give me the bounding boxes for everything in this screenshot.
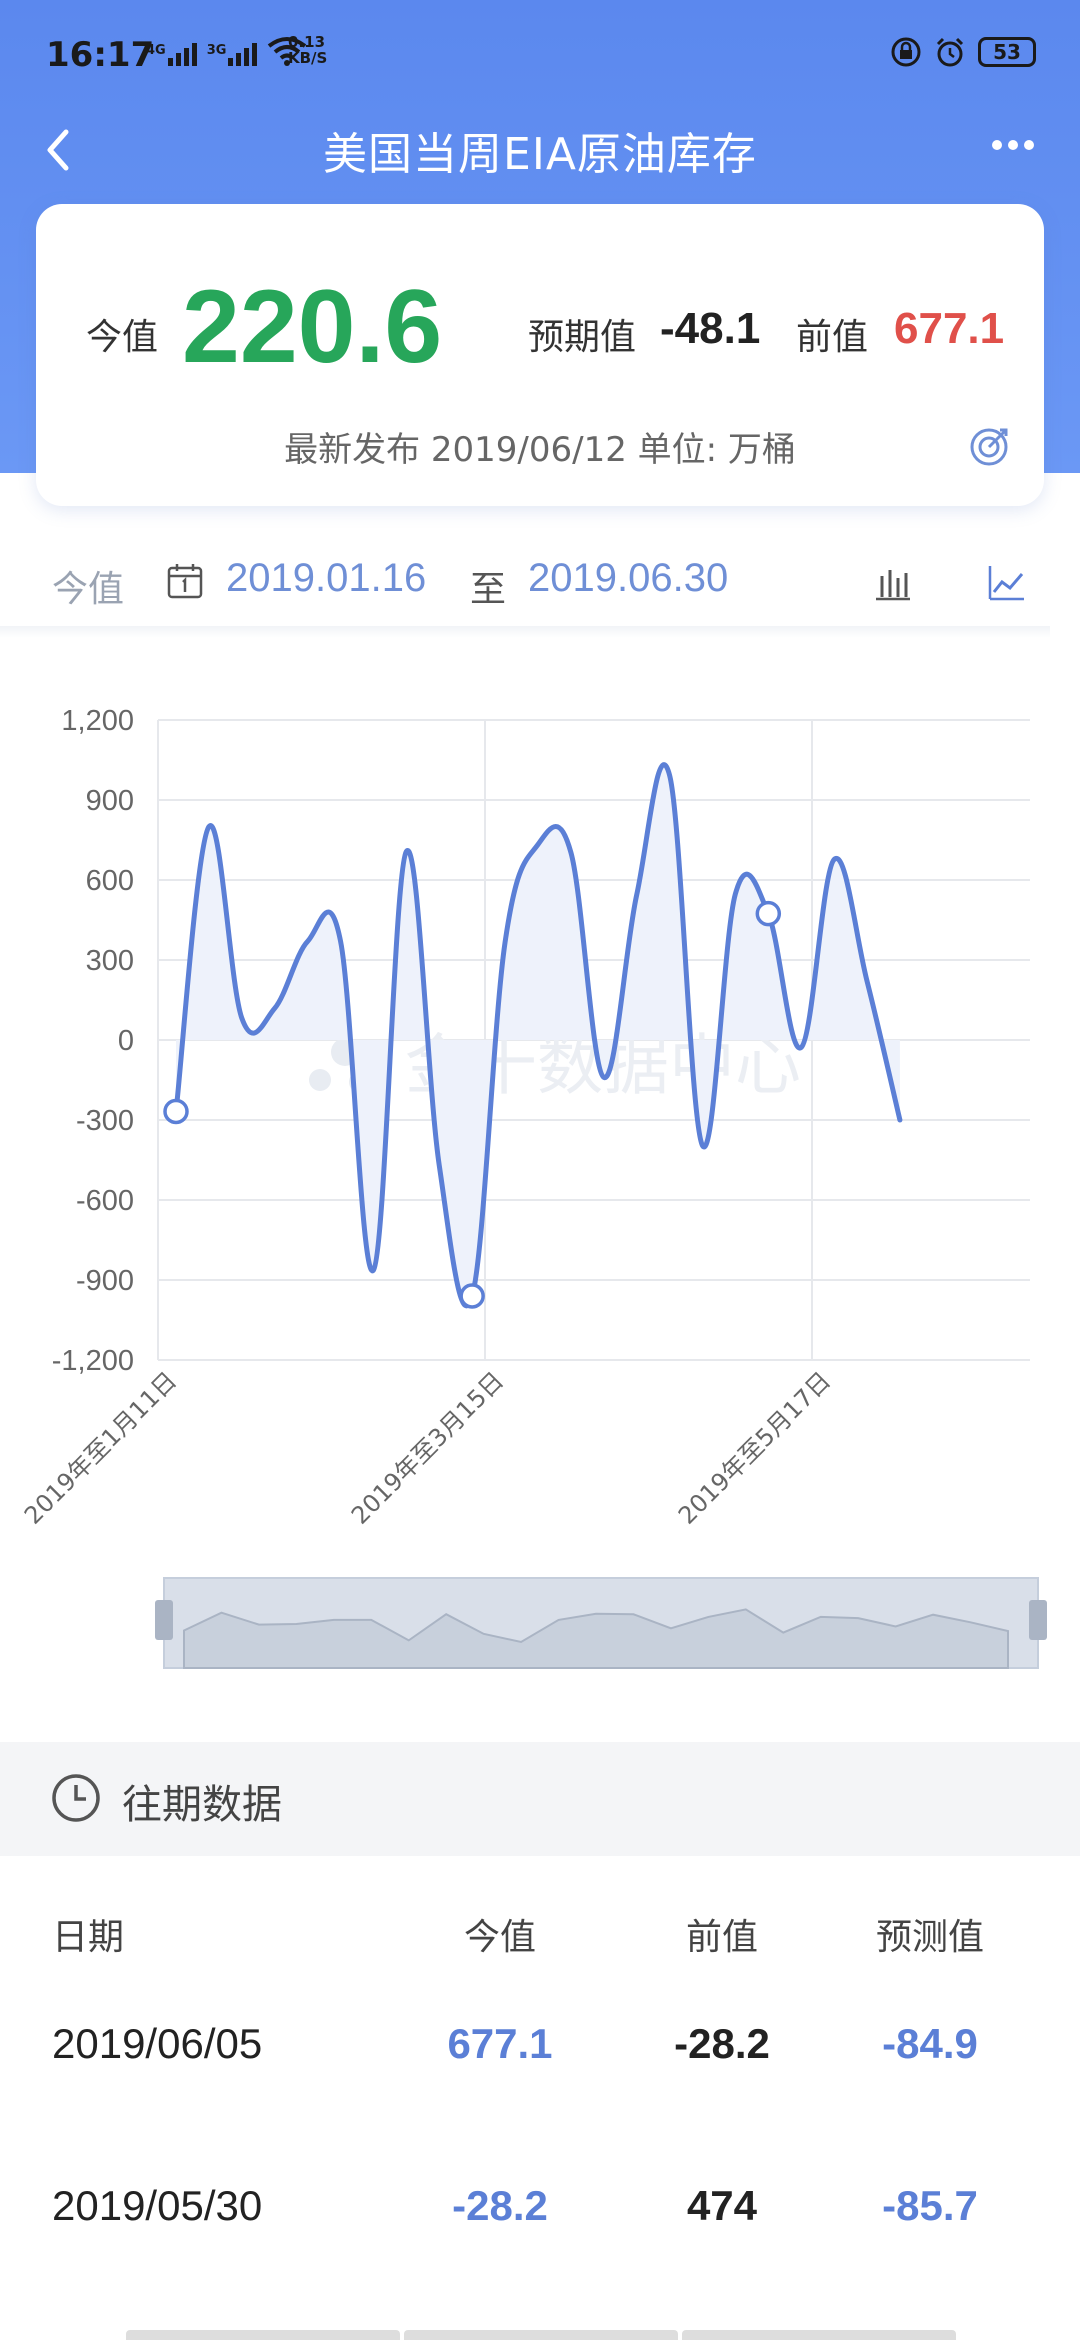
table-row[interactable]: 2019/06/05 677.1 -28.2 -84.9 [0,2020,1080,2100]
y-tick-label: 1,200 [61,705,134,737]
bottom-tab-bar[interactable] [126,2330,956,2340]
net-speed: 0.13 KB/S [288,34,327,66]
expected-value: -48.1 [660,304,761,353]
y-tick-label: -900 [76,1265,134,1297]
target-icon[interactable] [968,422,1014,468]
data-point[interactable] [163,1098,189,1125]
range-divider [0,626,1050,638]
row-prev-value: 474 [686,2182,758,2229]
table-row[interactable]: 2019/05/30 -28.2 474 -85.7 [0,2182,1080,2262]
history-section-header: 往期数据 [0,1742,1080,1856]
x-tick-label: 2019年至5月17日 [673,1366,836,1529]
net-speed-value: 0.13 [288,33,326,51]
expected-value-label: 预期值 [528,317,637,358]
data-point[interactable] [459,1283,485,1309]
data-point[interactable] [755,900,782,927]
history-table-header: 日期 今值 前值 预测值 [0,1908,1080,1968]
column-header-forecast: 预测值 [875,1917,984,1958]
net-speed-unit: KB/S [288,49,328,67]
previous-value-label: 前值 [796,317,869,358]
range-mode-label[interactable]: 今值 [52,569,125,610]
x-tick-label: 2019年至1月11日 [19,1366,182,1529]
page-title: 美国当周EIA原油库存 [323,129,757,180]
y-tick-label: 900 [86,785,134,817]
row-now-value: 677.1 [447,2020,553,2067]
column-header-prev: 前值 [685,1917,758,1958]
y-tick-label: 600 [86,865,134,897]
release-info: 最新发布 2019/06/12 单位: 万桶 [284,430,796,470]
line-chart: 金十数据中心 1,2009006003000-300-600-900-1,200… [19,705,1047,1669]
now-value-label: 今值 [86,317,159,358]
alarm-icon [936,37,964,67]
bottom-tab[interactable] [404,2330,678,2340]
range-start-date[interactable]: 2019.01.16 [226,556,427,600]
status-time: 16:17 [46,35,155,75]
y-tick-label: -1,200 [52,1345,134,1377]
x-tick-label: 2019年至3月15日 [346,1366,509,1529]
column-header-date: 日期 [52,1917,125,1958]
line-chart-icon[interactable] [988,564,1026,602]
row-prev-value: -28.2 [674,2020,770,2067]
y-tick-label: 300 [86,945,134,977]
status-right: 53 [890,36,1036,68]
bar-chart-icon[interactable] [874,564,912,602]
row-forecast-value: -85.7 [882,2182,978,2229]
row-date: 2019/06/05 [52,2020,263,2067]
previous-value: 677.1 [894,304,1005,353]
range-end-date[interactable]: 2019.06.30 [528,556,729,600]
back-arrow-icon[interactable] [38,120,78,180]
calendar-icon[interactable] [166,562,204,600]
row-date: 2019/05/30 [52,2182,263,2229]
signal-3g-icon: 3G [207,43,258,66]
series-area-fill [176,764,900,1306]
column-header-now: 今值 [463,1917,536,1958]
lock-rotation-icon [891,37,921,67]
history-title: 往期数据 [122,1782,282,1828]
more-options-icon[interactable] [992,140,1034,150]
wifi-icon [268,37,307,66]
row-forecast-value: -84.9 [882,2020,978,2067]
now-value: 220.6 [182,269,443,385]
network-type-1: 4G [146,43,166,58]
summary-card: 今值 220.6 预期值 -48.1 前值 677.1 最新发布 2019/06… [36,204,1044,506]
row-now-value: -28.2 [452,2182,548,2229]
chart-area: 金十数据中心 1,2009006003000-300-600-900-1,200… [0,680,1080,1680]
zoom-overview-series [183,1608,1009,1669]
network-type-2: 3G [206,43,227,58]
y-tick-label: -300 [76,1105,134,1137]
y-tick-label: 0 [118,1025,134,1057]
network-signal-icons: 4G 3G [146,36,307,66]
y-tick-label: -600 [76,1185,134,1217]
zoom-handle-left[interactable] [155,1600,173,1640]
data-zoom-slider[interactable] [155,1577,1047,1669]
status-bar: 16:17 4G 3G 0.13 KB/S 53 [0,0,1080,110]
clock-icon [52,1774,100,1822]
signal-4g-icon: 4G [146,43,197,66]
bottom-tab[interactable] [126,2330,400,2340]
bottom-tab[interactable] [682,2330,956,2340]
date-range-bar: 今值 2019.01.16 至 2019.06.30 [0,540,1080,620]
range-separator: 至 [470,569,507,610]
zoom-handle-right[interactable] [1029,1600,1047,1640]
battery-indicator: 53 [978,37,1036,67]
